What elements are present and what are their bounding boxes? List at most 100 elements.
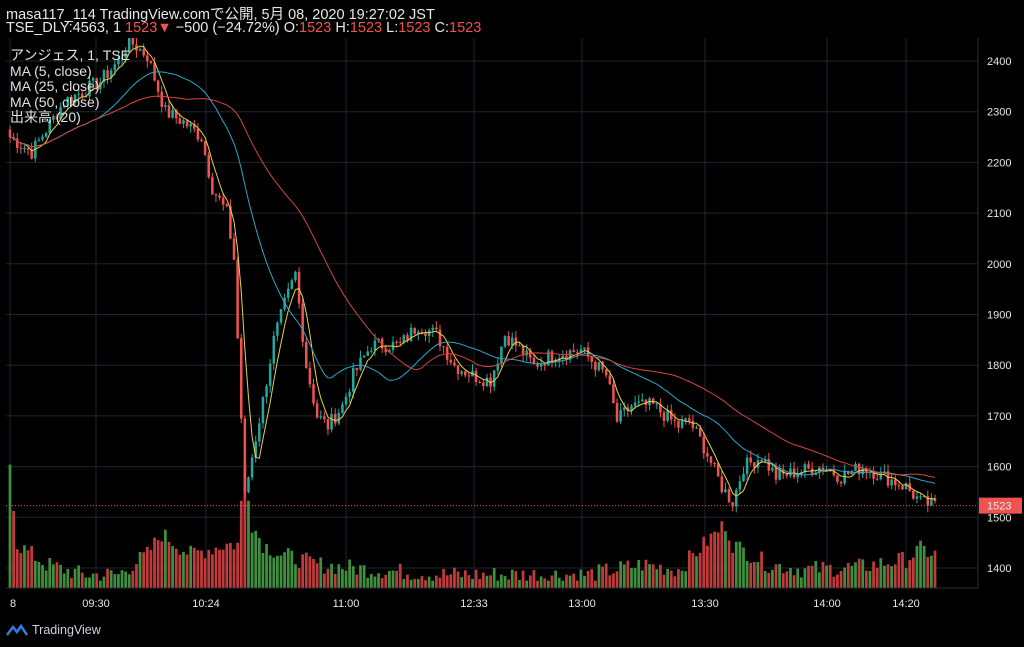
volume-bar	[203, 558, 207, 588]
legend-ma50[interactable]: MA (50, close)	[10, 93, 100, 110]
time-tick-label: 11:00	[333, 598, 360, 610]
volume-bar	[727, 540, 731, 588]
candle-body	[286, 288, 290, 298]
volume-bar	[395, 570, 398, 588]
candle-body	[608, 375, 612, 385]
volume-bar	[268, 555, 272, 588]
candle-body	[193, 123, 196, 129]
candle-body	[861, 468, 864, 475]
candle-body	[684, 418, 687, 421]
volume-bar	[666, 568, 669, 588]
candle-body	[355, 367, 359, 370]
volume-bar	[864, 570, 868, 588]
candle-body	[912, 490, 915, 499]
volume-bar	[355, 574, 359, 588]
candle-body	[377, 338, 380, 341]
volume-bar	[286, 548, 290, 588]
candle-body	[211, 177, 214, 195]
volume-bar	[424, 580, 427, 588]
volume-bar	[434, 575, 438, 588]
candle-body	[19, 147, 23, 149]
volume-bar	[131, 570, 135, 588]
candle-body	[351, 367, 355, 392]
legend-ma25[interactable]: MA (25, close)	[10, 78, 100, 94]
volume-bar	[138, 551, 142, 588]
candle-body	[142, 49, 145, 56]
volume-bar	[879, 558, 883, 588]
volume-bar	[330, 563, 333, 588]
candle-body	[604, 369, 608, 376]
volume-bar	[651, 564, 655, 588]
volume-bar	[84, 577, 88, 588]
volume-bar	[236, 542, 240, 588]
volume-bar	[716, 532, 720, 588]
tradingview-logo[interactable]: TradingView	[6, 623, 101, 637]
volume-bar	[738, 541, 742, 588]
volume-bar	[351, 566, 355, 588]
volume-bar	[66, 569, 70, 588]
candle-body	[583, 347, 586, 350]
volume-bar	[250, 532, 254, 588]
price-chart[interactable]: 1400 1500 1600 1700 1800 1900 2000 2100 2200 2300…	[0, 38, 1024, 615]
candle-body	[218, 195, 221, 198]
legend-volume[interactable]: 出来高 (20)	[10, 109, 81, 125]
candle-body	[930, 497, 933, 506]
volume-bar	[467, 575, 471, 588]
volume-bar	[431, 580, 435, 588]
volume-bar	[413, 578, 417, 588]
volume-bar	[449, 574, 453, 588]
candle-body	[431, 327, 435, 331]
low-value: 1523	[398, 20, 431, 36]
candle-body	[803, 464, 807, 473]
candle-body	[337, 412, 341, 424]
volume-bar	[619, 561, 623, 588]
candle-body	[482, 382, 485, 386]
candle-body	[662, 412, 666, 421]
candle-body	[138, 49, 142, 51]
candle-body	[315, 403, 319, 418]
candle-body	[131, 38, 135, 45]
candle-body	[276, 322, 279, 336]
candle-body	[579, 349, 583, 353]
candle-body	[66, 96, 70, 106]
volume-bar	[756, 562, 760, 588]
legend-ma5[interactable]: MA (5, close)	[10, 62, 92, 79]
candle-body	[778, 469, 781, 480]
legend-symbol[interactable]: アンジェス, 1, TSE	[10, 47, 131, 63]
volume-bar	[163, 529, 167, 588]
candle-body	[225, 204, 229, 207]
candle-body	[178, 118, 182, 124]
volume-bar	[319, 557, 323, 588]
candle-body	[630, 405, 633, 411]
volume-bar	[731, 552, 735, 588]
candle-body	[510, 337, 514, 346]
volume-bar	[62, 573, 66, 588]
volume-bar	[106, 568, 109, 588]
candle-body	[460, 371, 463, 374]
volume-bar	[807, 565, 810, 588]
candle-body	[106, 70, 109, 78]
candle-body	[380, 338, 384, 349]
candle-body	[879, 471, 883, 480]
candle-body	[847, 471, 850, 475]
candle-body	[890, 479, 893, 486]
volume-bar	[930, 555, 933, 588]
candle-body	[550, 351, 554, 362]
candle-body	[442, 346, 445, 348]
volume-bar	[456, 571, 460, 588]
volume-bar	[243, 463, 247, 588]
volume-bar	[406, 574, 409, 588]
price-change: −500 (−24.72%)	[175, 20, 280, 36]
candle-body	[453, 362, 456, 366]
volume-bar	[409, 579, 413, 588]
volume-bar	[872, 561, 875, 588]
volume-bar	[290, 550, 294, 588]
candle-body	[543, 363, 547, 366]
volume-bar	[543, 578, 547, 588]
candle-body	[420, 331, 424, 334]
author-name[interactable]: masa117_114	[6, 7, 96, 23]
candle-body	[680, 420, 684, 428]
candle-body	[666, 410, 669, 421]
candle-body	[174, 109, 178, 119]
candle-body	[127, 38, 131, 53]
